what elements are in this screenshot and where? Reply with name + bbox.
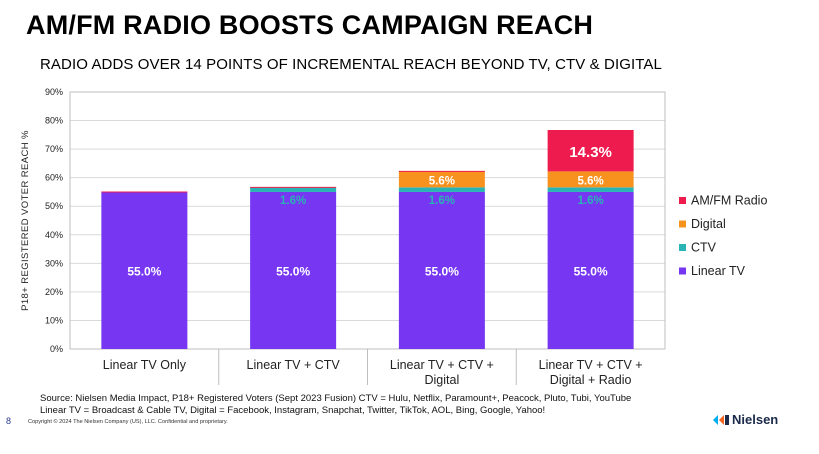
source-note: Source: Nielsen Media Impact, P18+ Regis… [40, 393, 631, 416]
bar-segment [547, 171, 634, 188]
y-tick-label: 50% [45, 201, 63, 211]
y-tick-label: 60% [45, 173, 63, 183]
page-title: AM/FM RADIO BOOSTS CAMPAIGN REACH [26, 10, 594, 40]
x-category-label: Linear TV + CTV + [390, 358, 494, 372]
bars: 55.0% 55.0% 1.6% 55.0% 1.6% 5.6% 55.0% 1.6% 5.6%… [101, 130, 634, 349]
page-subtitle: RADIO ADDS OVER 14 POINTS OF INCREMENTAL… [40, 56, 662, 73]
bar-segment [398, 171, 485, 188]
bar-segment [547, 130, 634, 172]
data-label: 5.6% [429, 175, 455, 187]
source-line-1: Source: Nielsen Media Impact, P18+ Regis… [40, 393, 632, 404]
x-axis: Linear TV Only Linear TV + CTV Linear TV +… [103, 349, 643, 387]
bar-segment [250, 191, 337, 349]
legend-swatch [679, 267, 686, 275]
data-label: 1.6% [280, 195, 306, 207]
data-label: 55.0% [574, 264, 608, 278]
data-label: 14.3% [569, 144, 612, 161]
y-axis-title: P18+ REGISTERED VOTER REACH % [20, 130, 31, 311]
nielsen-logo-icon [713, 414, 729, 425]
legend-swatch [679, 220, 686, 228]
data-label: 5.6% [578, 175, 604, 187]
legend-label: AM/FM Radio [691, 194, 767, 208]
bar-segment [547, 187, 634, 192]
x-category-label: Linear TV Only [103, 358, 187, 372]
y-tick-label: 90% [45, 87, 63, 97]
y-axis: 0% 10% 20% 30% 40% 50% 60% 70% 80% 90% P18+ REGIST… [20, 87, 63, 354]
x-category-label: Linear TV + CTV [247, 358, 341, 372]
brand-logo: Nielsen [713, 412, 778, 427]
legend-swatch [679, 244, 686, 251]
legend-label: Linear TV [691, 264, 746, 278]
legend: AM/FM Radio Digital CTV Linear TV [679, 194, 767, 278]
x-category-label: Linear TV + CTV + [539, 358, 643, 372]
data-label: 55.0% [276, 264, 310, 278]
source-line-2: Linear TV = Broadcast & Cable TV, Digita… [40, 404, 546, 416]
bar-segment [250, 187, 337, 192]
y-tick-label: 40% [45, 230, 63, 240]
y-tick-label: 70% [45, 144, 63, 154]
legend-label: Digital [691, 217, 726, 231]
y-tick-label: 0% [50, 344, 63, 354]
y-tick-label: 80% [45, 116, 63, 126]
data-label: 55.0% [127, 264, 161, 278]
y-tick-label: 10% [45, 315, 63, 325]
data-label: 1.6% [429, 195, 455, 207]
legend-label: CTV [691, 241, 717, 255]
y-tick-label: 30% [45, 258, 63, 268]
copyright-text: Copyright © 2024 The Nielsen Company (US… [28, 419, 228, 425]
brand-name: Nielsen [732, 412, 779, 427]
legend-swatch [679, 197, 686, 204]
data-label: 1.6% [578, 195, 604, 207]
bar-segment [398, 191, 485, 349]
bar-segment [101, 191, 188, 349]
x-category-label: Digital [425, 373, 460, 387]
data-label: 55.0% [425, 264, 459, 278]
bar-segment [547, 191, 634, 349]
y-tick-label: 20% [45, 287, 63, 297]
page-number: 8 [6, 416, 12, 426]
x-category-label: Digital + Radio [550, 373, 632, 387]
bar-segment [398, 187, 485, 192]
